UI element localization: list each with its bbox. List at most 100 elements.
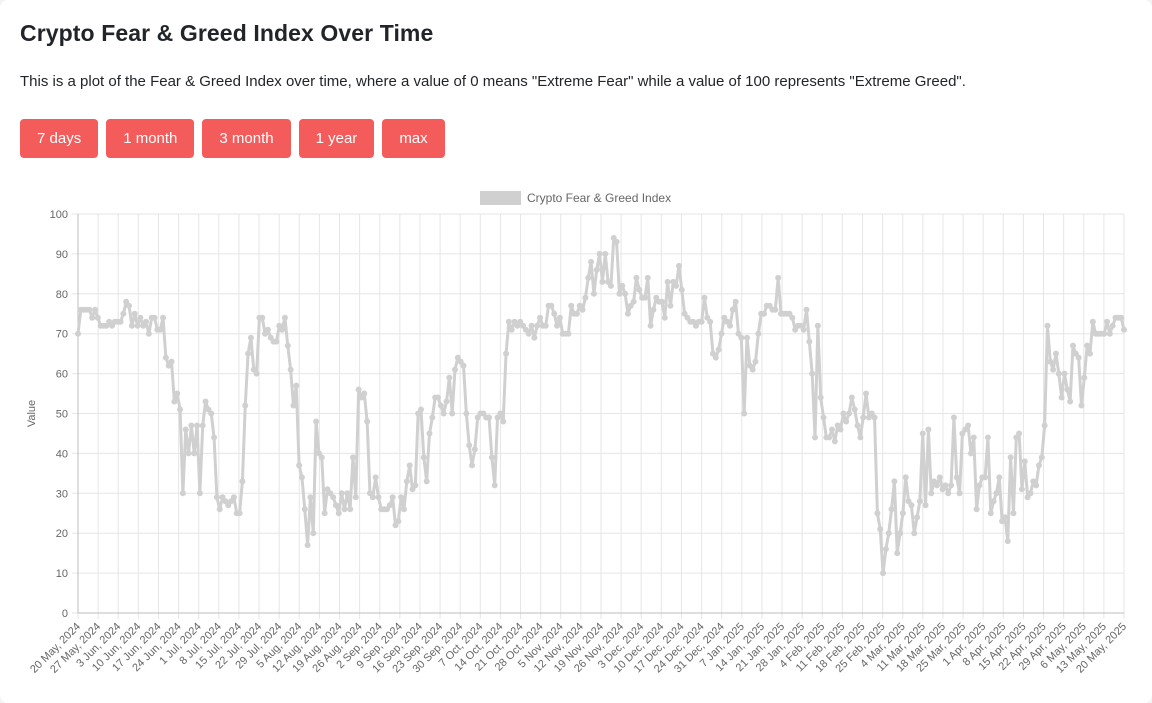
data-point	[996, 474, 1003, 481]
data-point	[145, 330, 152, 337]
data-point	[505, 318, 512, 325]
data-point	[349, 454, 356, 461]
data-point	[245, 350, 252, 357]
data-point	[860, 414, 867, 421]
data-point	[236, 510, 243, 517]
data-point	[738, 334, 745, 341]
y-tick-label: 100	[50, 209, 68, 221]
data-point	[137, 314, 144, 321]
data-point	[1078, 402, 1085, 409]
data-point	[400, 506, 407, 513]
data-point	[259, 314, 266, 321]
data-point	[1103, 318, 1110, 325]
data-point	[1075, 354, 1082, 361]
range-max-button[interactable]: max	[382, 119, 445, 158]
data-point	[298, 474, 305, 481]
data-point	[369, 494, 376, 501]
data-point	[582, 294, 589, 301]
data-point	[194, 422, 201, 429]
data-point	[616, 290, 623, 297]
data-point	[588, 258, 595, 265]
data-point	[174, 390, 181, 397]
data-point	[987, 510, 994, 517]
data-point	[208, 410, 215, 417]
data-point	[386, 502, 393, 509]
data-point	[247, 334, 254, 341]
data-point	[177, 406, 184, 413]
data-point	[185, 450, 192, 457]
data-point	[1007, 454, 1014, 461]
y-tick-label: 70	[56, 329, 68, 341]
data-point	[698, 318, 705, 325]
data-point	[128, 322, 135, 329]
data-point	[143, 318, 150, 325]
data-point	[551, 310, 558, 317]
data-point	[202, 398, 209, 405]
data-point	[806, 338, 813, 345]
data-point	[982, 474, 989, 481]
data-point	[707, 318, 714, 325]
data-point	[1101, 330, 1108, 337]
data-point	[675, 262, 682, 269]
data-point	[936, 474, 943, 481]
data-point	[296, 462, 303, 469]
data-point	[75, 330, 81, 337]
data-point	[497, 410, 504, 417]
data-point	[310, 530, 317, 537]
data-point	[332, 502, 339, 509]
data-point	[500, 418, 507, 425]
range-7days-button[interactable]: 7 days	[20, 119, 99, 158]
data-point	[418, 406, 424, 413]
data-point	[848, 394, 855, 401]
data-point	[338, 490, 345, 497]
data-point	[1044, 322, 1051, 329]
data-point	[965, 422, 972, 429]
data-point	[253, 370, 260, 377]
data-point	[1018, 486, 1025, 493]
data-point	[911, 530, 918, 537]
data-point	[741, 410, 748, 417]
range-1month-button[interactable]: 1 month	[106, 119, 195, 158]
data-point	[956, 490, 963, 497]
range-3month-button[interactable]: 3 month	[202, 119, 291, 158]
data-point	[281, 314, 288, 321]
data-point	[967, 450, 974, 457]
data-point	[463, 410, 470, 417]
data-point	[789, 314, 796, 321]
data-point	[820, 414, 827, 421]
data-point	[633, 274, 640, 281]
data-point	[568, 302, 575, 309]
data-point	[945, 490, 952, 497]
data-point	[1084, 342, 1091, 349]
data-point	[630, 298, 637, 305]
data-point	[928, 490, 935, 497]
data-point	[579, 306, 586, 313]
data-point	[531, 334, 538, 341]
data-point	[607, 282, 614, 289]
series-points	[75, 234, 1127, 577]
data-point	[908, 502, 915, 509]
data-point	[760, 310, 767, 317]
data-point	[443, 398, 450, 405]
data-point	[664, 278, 671, 285]
data-point	[1016, 430, 1023, 437]
data-point	[897, 530, 904, 537]
data-point	[993, 490, 1000, 497]
data-point	[120, 310, 127, 317]
data-point	[933, 482, 940, 489]
data-point	[800, 326, 807, 333]
range-1year-button[interactable]: 1 year	[298, 119, 375, 158]
data-point	[542, 322, 549, 329]
data-point	[743, 334, 750, 341]
legend-label: Crypto Fear & Greed Index	[527, 191, 671, 205]
data-point	[556, 314, 563, 321]
data-point	[775, 274, 782, 281]
data-point	[857, 434, 864, 441]
y-tick-label: 60	[56, 369, 68, 381]
data-point	[840, 410, 847, 417]
data-point	[395, 518, 402, 525]
data-point	[953, 474, 960, 481]
data-point	[191, 450, 198, 457]
data-point	[449, 410, 456, 417]
